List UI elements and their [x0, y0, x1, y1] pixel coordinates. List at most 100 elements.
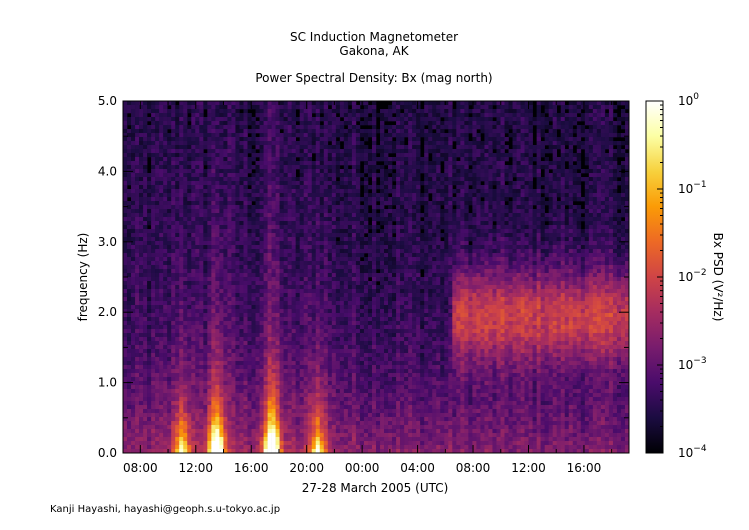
heatmap-cell [327, 249, 333, 254]
heatmap-cell [139, 101, 144, 106]
heatmap-cell [159, 329, 164, 334]
heatmap-cell [303, 117, 309, 122]
heatmap-cell [283, 277, 288, 282]
heatmap-cell [239, 329, 244, 334]
heatmap-cell [179, 221, 184, 226]
heatmap-cell [279, 261, 284, 266]
heatmap-cell [143, 137, 148, 142]
heatmap-cell [319, 189, 325, 194]
heatmap-cell [279, 277, 284, 282]
heatmap-cell [175, 141, 180, 146]
heatmap-cell [279, 325, 284, 330]
heatmap-cell [275, 193, 280, 198]
heatmap-cell [267, 205, 272, 210]
heatmap-cell [231, 193, 236, 198]
heatmap-cell [287, 309, 292, 314]
heatmap-cell [159, 293, 164, 298]
heatmap-cell [159, 313, 164, 318]
heatmap-cell [199, 429, 204, 434]
heatmap-cell [159, 229, 164, 234]
heatmap-cell [207, 177, 212, 182]
heatmap-cell [255, 305, 260, 310]
heatmap-cell [323, 301, 329, 306]
heatmap-cell [227, 393, 232, 398]
heatmap-cell [323, 197, 329, 202]
heatmap-cell [219, 165, 224, 170]
heatmap-cell [139, 409, 144, 414]
heatmap-cell [195, 377, 200, 382]
heatmap-cell [267, 381, 272, 386]
heatmap-cell [287, 417, 292, 422]
heatmap-cell [215, 257, 220, 262]
heatmap-cell [143, 209, 148, 214]
heatmap-cell [155, 293, 160, 298]
heatmap-cell [327, 289, 333, 294]
heatmap-cell [155, 101, 160, 106]
heatmap-cell [199, 369, 204, 374]
heatmap-cell [211, 137, 216, 142]
heatmap-cell [243, 201, 248, 206]
heatmap-cell [139, 209, 144, 214]
heatmap-cell [215, 289, 220, 294]
heatmap-cell [183, 101, 188, 106]
heatmap-cell [131, 337, 136, 342]
heatmap-cell [255, 325, 260, 330]
heatmap-cell [347, 265, 353, 270]
heatmap-cell [275, 237, 280, 242]
heatmap-cell [243, 357, 248, 362]
heatmap-cell [135, 329, 140, 334]
heatmap-cell [279, 313, 284, 318]
heatmap-cell [235, 101, 240, 106]
heatmap-cell [187, 429, 192, 434]
heatmap-cell [319, 349, 325, 354]
heatmap-cell [283, 261, 288, 266]
heatmap-cell [219, 397, 224, 402]
heatmap-cell [123, 273, 128, 278]
heatmap-cell [303, 437, 309, 442]
heatmap-cell [207, 261, 212, 266]
heatmap-cell [279, 121, 284, 126]
heatmap-cell [183, 333, 188, 338]
heatmap-cell [319, 109, 325, 114]
heatmap-cell [183, 433, 188, 438]
heatmap-cell [139, 161, 144, 166]
heatmap-cell [299, 217, 305, 222]
heatmap-cell [231, 153, 236, 158]
heatmap-cell [227, 237, 232, 242]
heatmap-cell [195, 193, 200, 198]
heatmap-cell [163, 237, 168, 242]
heatmap-cell [283, 373, 288, 378]
heatmap-cell [299, 337, 305, 342]
heatmap-cell [231, 381, 236, 386]
heatmap-cell [275, 105, 280, 110]
heatmap-cell [215, 209, 220, 214]
heatmap-cell [287, 445, 292, 450]
heatmap-cell [155, 121, 160, 126]
heatmap-cell [127, 309, 132, 314]
heatmap-cell [259, 349, 264, 354]
heatmap-cell [143, 353, 148, 358]
heatmap-cell [267, 365, 272, 370]
heatmap-cell [239, 361, 244, 366]
heatmap-cell [195, 233, 200, 238]
heatmap-cell [207, 357, 212, 362]
heatmap-cell [219, 157, 224, 162]
heatmap-cell [251, 445, 256, 450]
heatmap-cell [231, 161, 236, 166]
heatmap-cell [347, 225, 353, 230]
heatmap-cell [183, 185, 188, 190]
heatmap-cell [147, 441, 152, 446]
heatmap-cell [263, 437, 268, 442]
heatmap-cell [347, 337, 353, 342]
heatmap-cell [159, 449, 164, 454]
heatmap-cell [267, 293, 272, 298]
heatmap-cell [239, 401, 244, 406]
heatmap-cell [299, 169, 305, 174]
heatmap-cell [143, 321, 148, 326]
heatmap-cell [247, 341, 252, 346]
heatmap-cell [267, 369, 272, 374]
heatmap-cell [227, 265, 232, 270]
heatmap-cell [175, 449, 180, 454]
heatmap-cell [267, 253, 272, 258]
heatmap-cell [151, 357, 156, 362]
